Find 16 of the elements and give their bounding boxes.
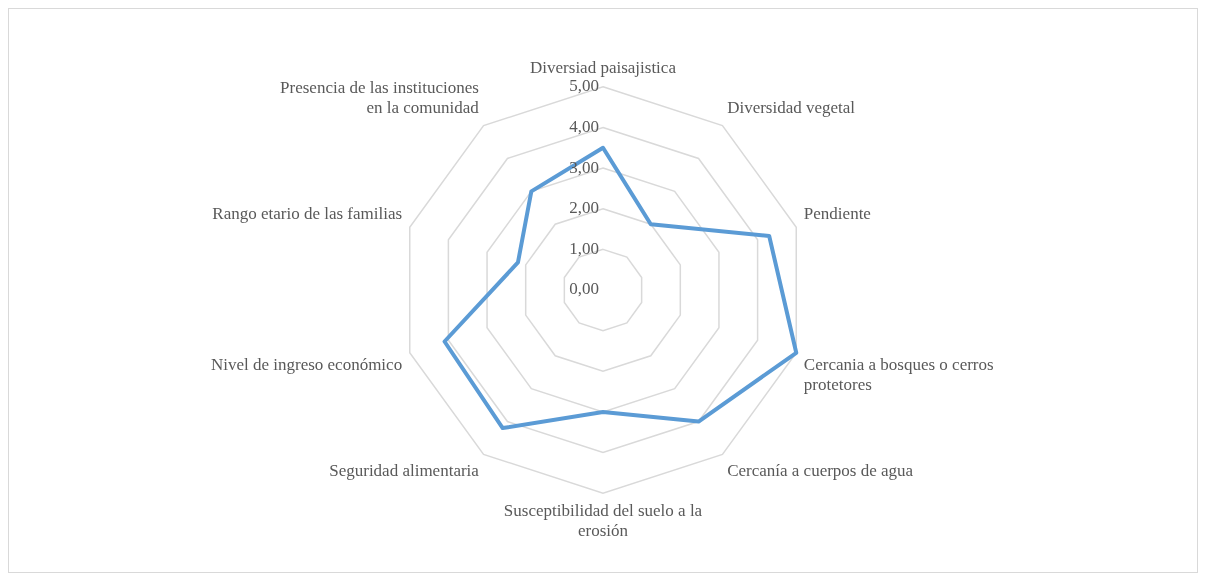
y-tick-label: 1,00 bbox=[569, 238, 599, 258]
spoke-label: Pendiente bbox=[803, 204, 871, 223]
spoke-label: Cercanía a cuerpos de agua bbox=[727, 460, 914, 480]
y-tick-label: 4,00 bbox=[569, 116, 599, 136]
spoke-label: Diversidad vegetal bbox=[727, 98, 856, 118]
y-tick-label: 5,00 bbox=[569, 76, 599, 96]
spoke-label: Rango etario de las familias bbox=[212, 204, 403, 223]
spoke-label: Nivel de ingreso económico bbox=[210, 354, 403, 374]
spoke-label: Diversiad paisajistica bbox=[530, 58, 677, 78]
spoke-label: Cercania a bosques o cerros protetores bbox=[803, 354, 994, 395]
spoke-label: Presencia de las instituciones en la comunidad bbox=[280, 78, 480, 118]
y-tick-label: 0,00 bbox=[569, 279, 599, 299]
spoke-label: Susceptibilidad del suelo a la erosión bbox=[503, 500, 703, 541]
y-tick-label: 3,00 bbox=[569, 157, 599, 177]
spoke-label: Seguridad alimentaria bbox=[329, 460, 480, 480]
y-tick-label: 2,00 bbox=[569, 198, 599, 218]
